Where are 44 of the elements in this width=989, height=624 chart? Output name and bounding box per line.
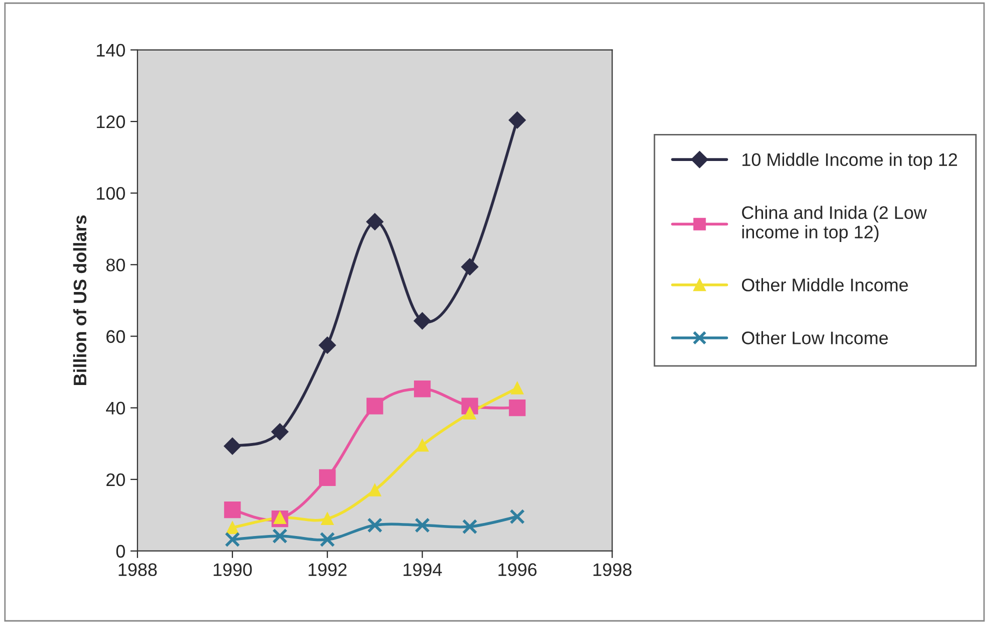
point bbox=[318, 336, 336, 354]
point bbox=[224, 502, 241, 518]
y-tick-label: 40 bbox=[106, 402, 125, 415]
point bbox=[224, 438, 241, 455]
point bbox=[224, 532, 240, 548]
point bbox=[510, 508, 525, 524]
point bbox=[272, 528, 288, 544]
point bbox=[462, 519, 478, 534]
x-tick-label: 1998 bbox=[593, 563, 632, 576]
point bbox=[320, 532, 335, 548]
point bbox=[416, 439, 429, 452]
x-tick-label: 1988 bbox=[118, 563, 157, 576]
x-tick-label: 1996 bbox=[498, 563, 537, 576]
y-tick-label: 60 bbox=[106, 330, 125, 343]
point bbox=[508, 112, 526, 129]
y-tick-label: 100 bbox=[96, 187, 125, 200]
point bbox=[226, 521, 239, 534]
legend-label: China and Inida (2 Low income in top 12) bbox=[742, 206, 927, 242]
y-tick-label: 80 bbox=[106, 258, 125, 272]
point bbox=[508, 399, 526, 416]
y-tick-label: 120 bbox=[96, 115, 125, 128]
point bbox=[414, 380, 431, 398]
legend-label: Other Middle Income bbox=[742, 278, 908, 292]
point bbox=[321, 512, 334, 526]
point bbox=[368, 484, 382, 496]
point bbox=[414, 312, 431, 330]
point bbox=[366, 398, 384, 414]
x-tick-label: 1994 bbox=[404, 563, 442, 576]
legend-label: 10 Middle Income in top 12 bbox=[742, 152, 958, 170]
point bbox=[319, 469, 336, 486]
point bbox=[366, 213, 384, 230]
x-tick-label: 1990 bbox=[214, 563, 252, 576]
point bbox=[461, 258, 478, 276]
point bbox=[367, 518, 382, 533]
x-tick-label: 1992 bbox=[308, 563, 347, 576]
y-tick-label: 0 bbox=[116, 544, 125, 558]
point bbox=[464, 406, 476, 420]
point bbox=[510, 382, 524, 394]
y-tick-label: 20 bbox=[106, 473, 125, 486]
point bbox=[414, 518, 430, 533]
y-tick-label: 140 bbox=[96, 44, 125, 57]
legend-label: Other Low Income bbox=[742, 331, 888, 344]
point bbox=[271, 423, 288, 440]
y-axis-title: Billion of US dollars bbox=[73, 215, 86, 386]
